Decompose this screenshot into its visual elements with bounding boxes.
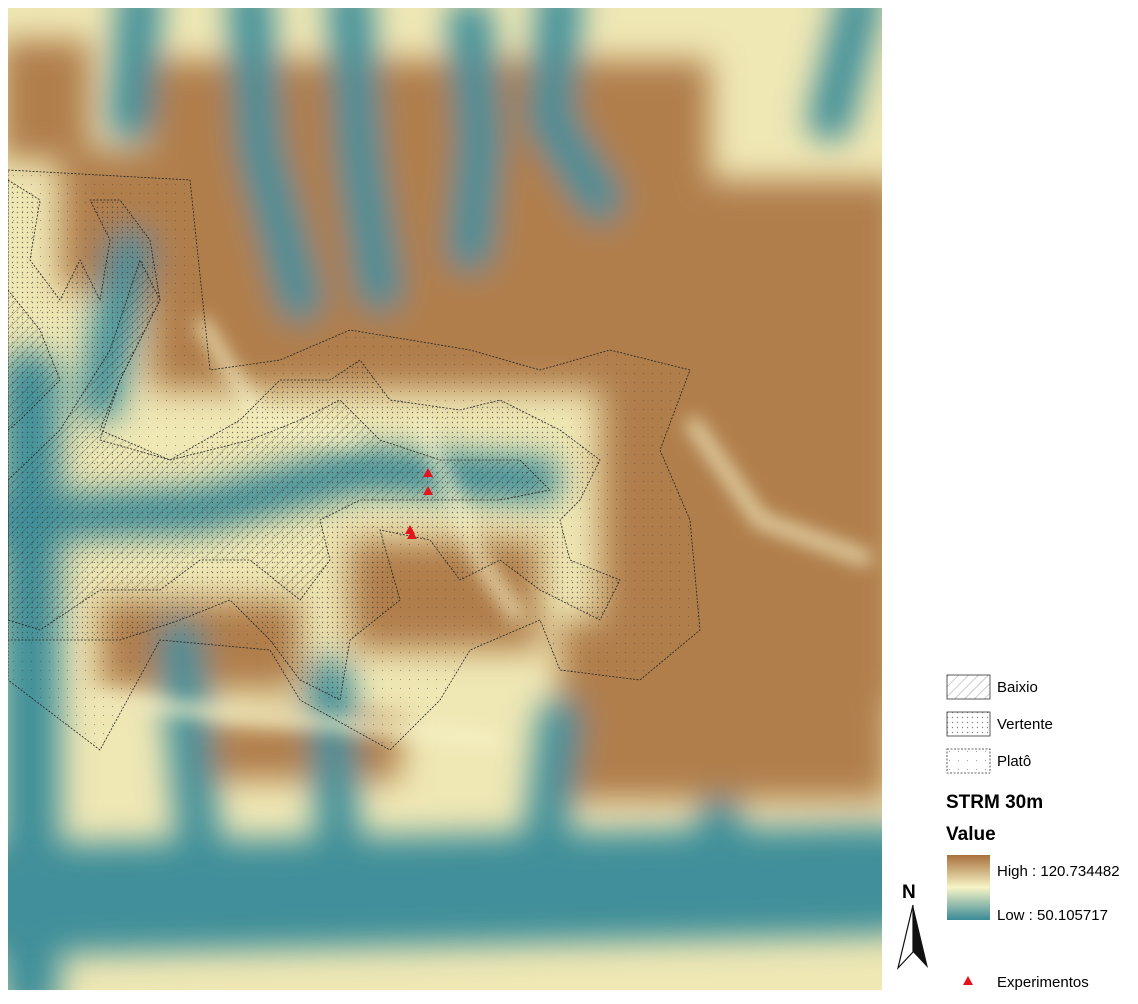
plato-swatch [947, 749, 990, 773]
legend-label: Baixio [997, 679, 1038, 696]
north-arrow: N [898, 882, 928, 968]
legend: Baixio Vertente Platô STRM 30m Value Hig… [946, 675, 1120, 991]
legend-label: Vertente [997, 716, 1053, 733]
raster-title: STRM 30m [946, 792, 1043, 813]
vertente-swatch [947, 712, 990, 736]
color-ramp [947, 855, 990, 920]
high-label: High : 120.734482 [997, 863, 1120, 880]
legend-label: Platô [997, 753, 1031, 770]
legend-label: Experimentos [997, 974, 1089, 991]
north-label: N [902, 882, 916, 903]
map-frame [0, 0, 900, 990]
baixio-swatch [947, 675, 990, 699]
low-label: Low : 50.105717 [997, 907, 1108, 924]
raster-field: Value [946, 824, 996, 845]
points-swatch [963, 976, 973, 985]
map-page: Baixio Vertente Platô STRM 30m Value Hig… [0, 0, 1138, 999]
